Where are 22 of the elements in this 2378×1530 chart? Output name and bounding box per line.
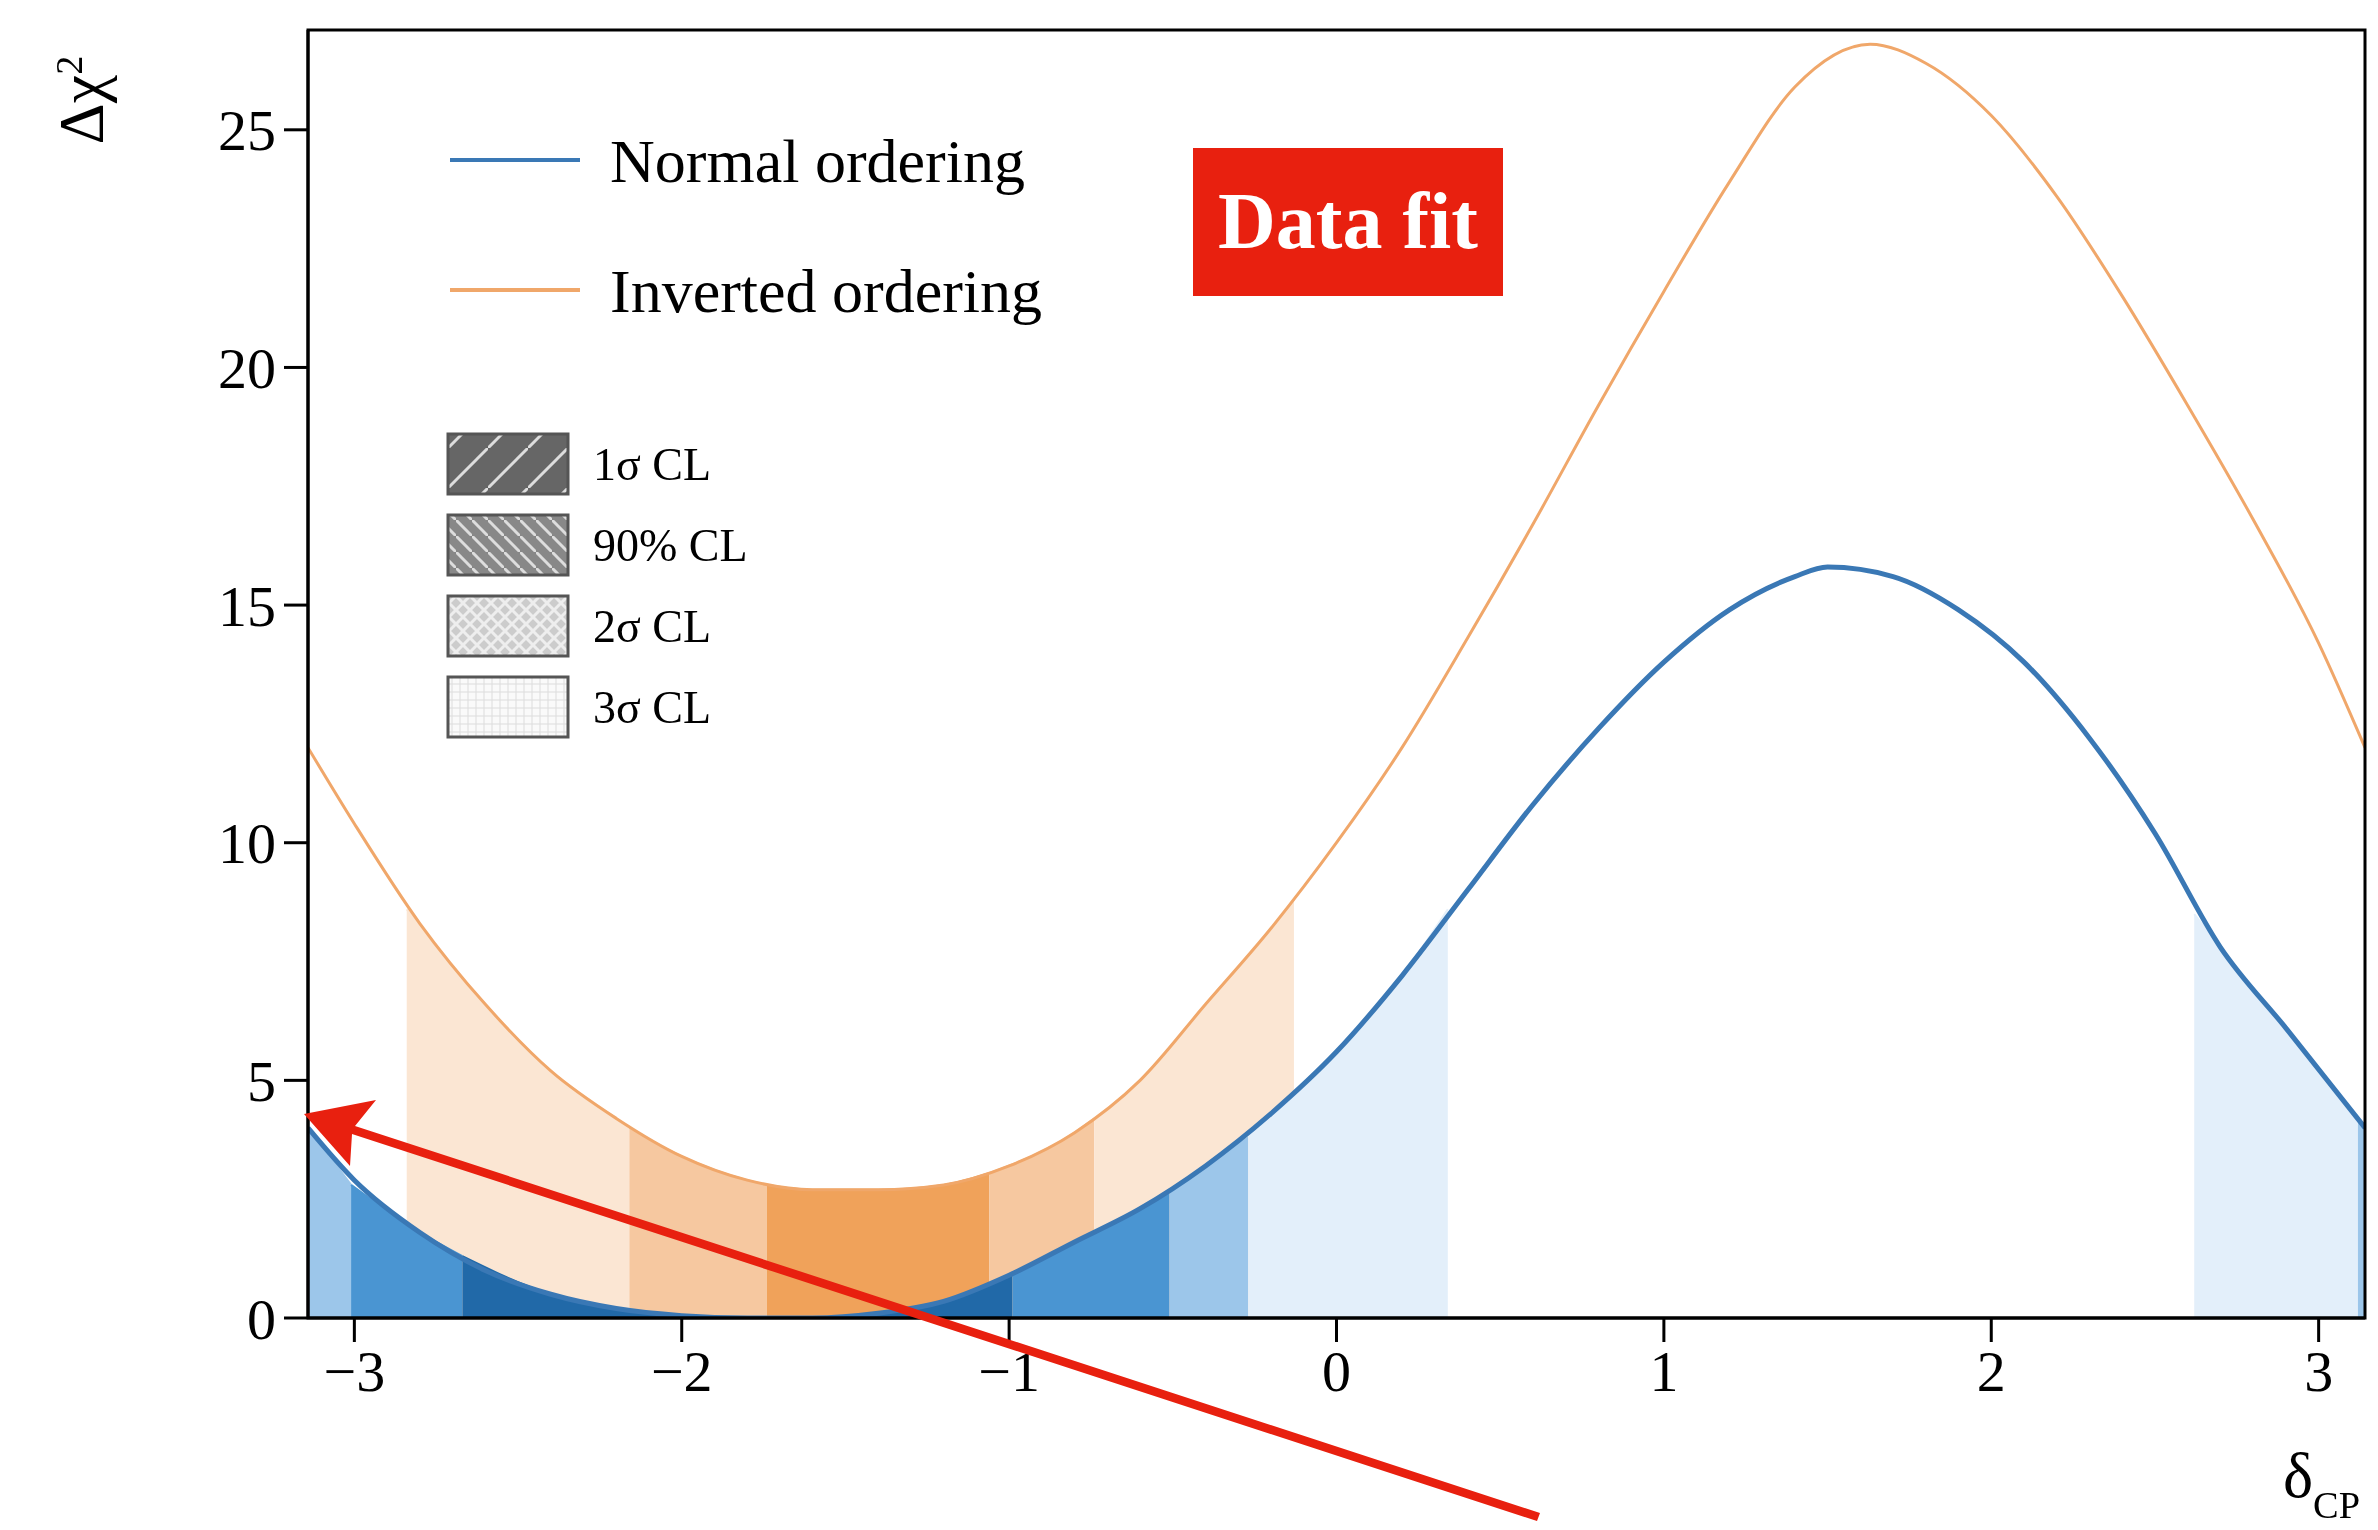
x-tick-label: −1 — [978, 1339, 1040, 1405]
annotation: 3σ CL — [593, 682, 712, 733]
x-tick-label: 0 — [1322, 1339, 1351, 1405]
x-tick-label: −2 — [650, 1339, 713, 1405]
annotation: 1σ CL — [593, 439, 712, 490]
x-axis-title: δ$_{CP}$ — [2282, 1440, 2360, 1526]
y-tick-label: 25 — [218, 98, 276, 164]
x-tick-label: 2 — [1976, 1339, 2006, 1405]
legend-label: Inverted ordering — [610, 257, 1043, 325]
x-tick-label: 1 — [1649, 1339, 1679, 1405]
x-tick-label: −3 — [323, 1339, 386, 1405]
annotation: 90% CL — [593, 520, 748, 571]
y-tick-label: 20 — [218, 336, 276, 402]
line-series — [308, 42, 2365, 1192]
y-tick-label: 5 — [247, 1048, 276, 1114]
x-tick-label: 3 — [2304, 1339, 2334, 1405]
y-tick-label: 15 — [218, 573, 276, 639]
y-tick-label: 10 — [218, 811, 276, 877]
annotation: 2σ CL — [593, 601, 712, 652]
legend-label: Normal ordering — [610, 127, 1025, 195]
y-tick-label: 0 — [247, 1286, 276, 1352]
annotation: Data fit — [1218, 177, 1479, 265]
